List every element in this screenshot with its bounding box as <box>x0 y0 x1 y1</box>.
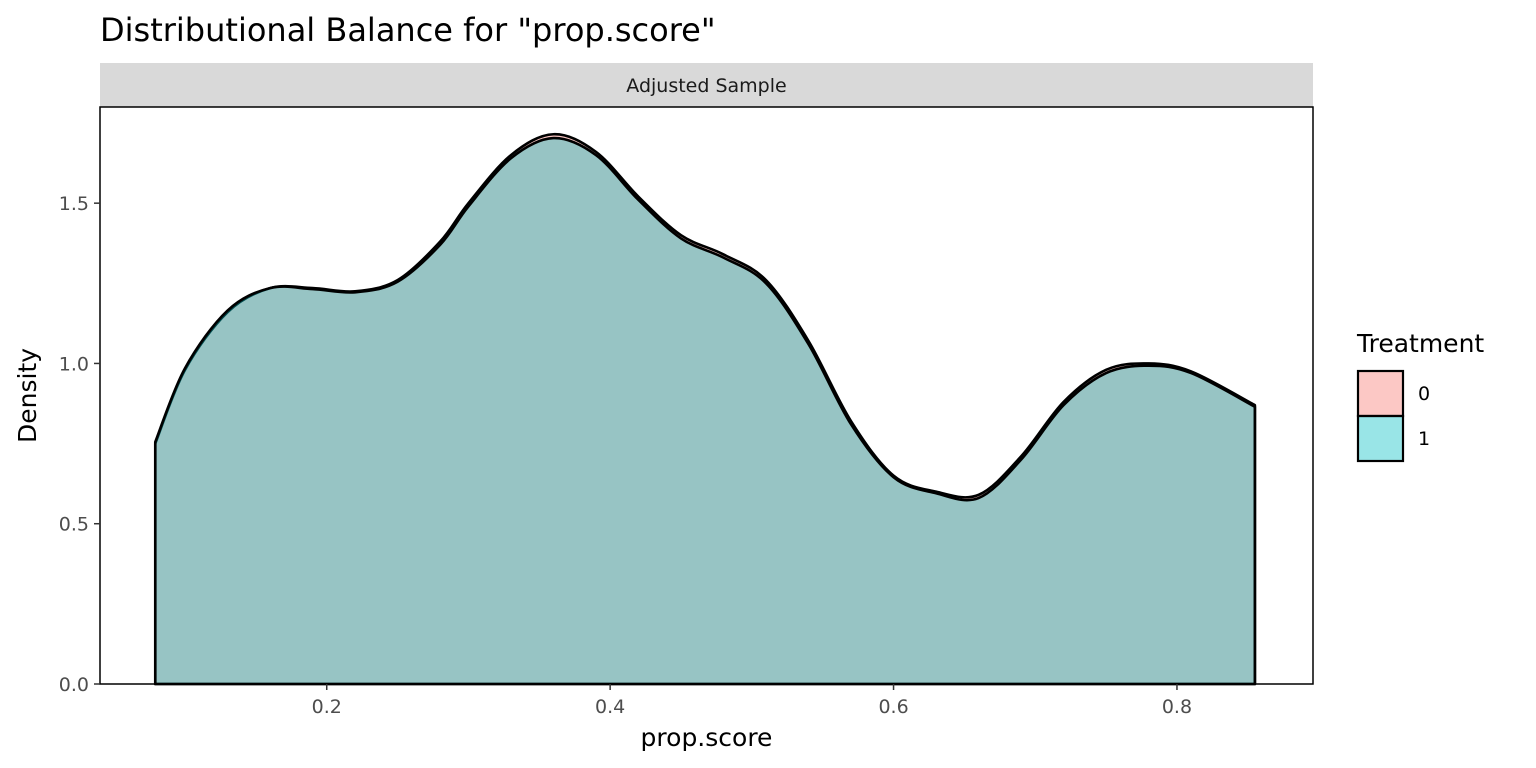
y-tick-label: 0.0 <box>59 674 89 696</box>
y-tick-label: 1.5 <box>59 193 89 215</box>
legend-key-1 <box>1356 414 1405 463</box>
x-axis: 0.2 0.4 0.6 0.8 <box>312 684 1192 718</box>
legend-title: Treatment <box>1356 329 1484 358</box>
facet-strip <box>100 63 1313 107</box>
x-tick-label: 0.8 <box>1162 696 1192 718</box>
legend-items: 01 <box>1356 369 1430 463</box>
facet-strip-label: Adjusted Sample <box>626 75 786 97</box>
plot-panel <box>99 106 1314 685</box>
x-tick-label: 0.2 <box>312 696 342 718</box>
series-layer <box>153 132 1257 686</box>
x-tick-label: 0.4 <box>595 696 625 718</box>
y-tick-label: 0.5 <box>59 514 89 536</box>
legend-label-1: 1 <box>1418 428 1430 450</box>
y-axis-title: Density <box>13 348 42 443</box>
legend: Treatment 01 <box>1356 329 1484 463</box>
y-tick-label: 1.0 <box>59 353 89 375</box>
legend-key-0 <box>1356 369 1405 418</box>
legend-label-0: 0 <box>1418 383 1430 405</box>
chart-title: Distributional Balance for "prop.score" <box>100 11 716 49</box>
x-tick-label: 0.6 <box>878 696 908 718</box>
density-area-series-1 <box>153 136 1257 686</box>
y-axis: 0.0 0.5 1.0 1.5 <box>59 193 100 696</box>
x-axis-title: prop.score <box>641 723 773 752</box>
